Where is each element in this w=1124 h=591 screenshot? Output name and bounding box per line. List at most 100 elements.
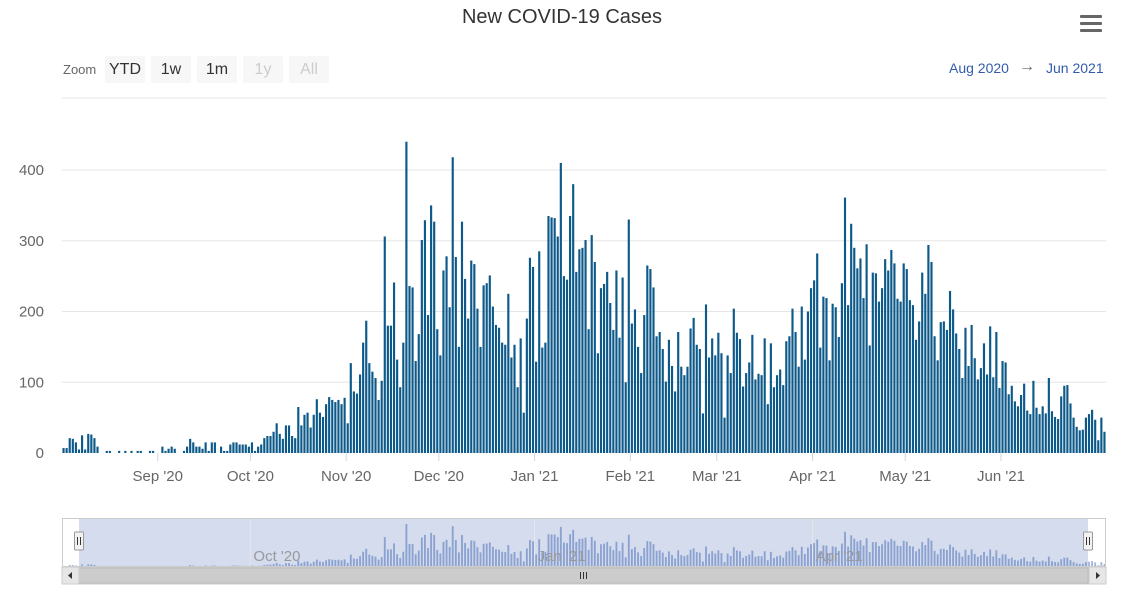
bar-day-278 xyxy=(921,272,924,453)
bar-day-120 xyxy=(433,221,436,453)
bar-day-316 xyxy=(1038,414,1041,453)
navigator-bar-294 xyxy=(970,549,973,567)
navigator-right-handle[interactable] xyxy=(1083,531,1093,551)
bar-day-118 xyxy=(426,315,430,453)
bar-day-85 xyxy=(325,404,328,453)
navigator-bar-108 xyxy=(396,554,399,567)
hamburger-menu-icon[interactable] xyxy=(1080,15,1102,33)
bar-day-7 xyxy=(84,449,87,453)
navigator-bar-214 xyxy=(723,562,726,567)
bar-day-121 xyxy=(436,329,439,453)
bar-day-108 xyxy=(396,359,399,453)
navigator-bar-324 xyxy=(1063,557,1066,567)
bar-day-309 xyxy=(1016,406,1020,454)
bar-day-242 xyxy=(809,288,813,453)
zoom-1m-button[interactable]: 1m xyxy=(197,56,237,83)
zoom-ytd-button[interactable]: YTD xyxy=(105,56,145,83)
navigator-bar-334 xyxy=(1094,562,1097,567)
navigator-bar-281 xyxy=(930,540,933,567)
bar-day-221 xyxy=(745,373,748,453)
navigator-bar-76 xyxy=(297,560,300,567)
x-tick-label-1: Oct '20 xyxy=(227,468,274,485)
range-arrow: → xyxy=(1019,58,1035,75)
bar-day-34 xyxy=(167,448,170,453)
bar-day-271 xyxy=(899,301,902,454)
bar-day-130 xyxy=(464,278,467,453)
navigator-bar-196 xyxy=(668,551,670,567)
bar-day-117 xyxy=(423,220,427,453)
bar-day-251 xyxy=(837,336,840,453)
navigator-bar-213 xyxy=(720,553,723,567)
bar-day-140 xyxy=(494,324,498,453)
bar-day-270 xyxy=(896,298,899,453)
bar-day-226 xyxy=(760,375,763,454)
navigator-bar-6 xyxy=(81,564,83,567)
bar-day-209 xyxy=(708,357,711,453)
bar-day-297 xyxy=(979,368,982,453)
bar-day-246 xyxy=(822,296,825,453)
range-to-date[interactable]: Jun 2021 xyxy=(1046,60,1104,76)
navigator-bar-210 xyxy=(711,551,714,567)
bar-day-152 xyxy=(531,266,535,453)
navigator-bar-304 xyxy=(1001,554,1004,567)
navigator-bar-313 xyxy=(1029,561,1032,568)
navigator-bar-315 xyxy=(1035,560,1038,567)
bar-day-328 xyxy=(1075,426,1078,453)
bar-day-311 xyxy=(1023,383,1026,453)
bar-day-235 xyxy=(788,336,791,453)
navigator-bar-320 xyxy=(1051,561,1053,567)
bar-day-62 xyxy=(253,450,257,453)
bar-day-41 xyxy=(189,438,192,453)
navigator-bar-217 xyxy=(732,547,735,567)
x-tick-label-8: May '21 xyxy=(879,468,931,485)
navigator-bar-244 xyxy=(816,539,819,567)
bar-day-82 xyxy=(315,399,318,453)
bar-day-52 xyxy=(223,450,226,453)
bar-day-315 xyxy=(1035,407,1038,453)
bar-day-43 xyxy=(195,446,198,453)
bar-day-172 xyxy=(593,261,596,454)
navigator-bar-105 xyxy=(386,549,389,567)
x-tick-label-7: Apr '21 xyxy=(789,468,836,485)
bar-day-22 xyxy=(130,450,133,453)
zoom-1w-button[interactable]: 1w xyxy=(151,56,191,83)
navigator-bar-95 xyxy=(356,558,358,567)
bar-day-66 xyxy=(266,436,269,453)
bar-day-105 xyxy=(386,325,389,453)
navigator-bar-68 xyxy=(272,564,275,567)
bar-day-280 xyxy=(927,245,930,453)
range-from-date[interactable]: Aug 2020 xyxy=(949,60,1009,76)
bar-day-147 xyxy=(516,387,519,453)
navigator-bar-115 xyxy=(417,550,420,567)
navigator-bar-82 xyxy=(315,559,318,567)
bar-day-114 xyxy=(414,361,417,453)
bar-day-139 xyxy=(491,306,494,453)
navigator-bar-81 xyxy=(312,561,315,567)
bar-day-151 xyxy=(528,257,532,453)
bar-day-116 xyxy=(420,240,423,453)
bar-day-258 xyxy=(859,258,862,453)
bar-day-337 xyxy=(1103,431,1106,453)
x-tick-label-0: Sep '20 xyxy=(133,468,183,485)
bar-day-164 xyxy=(569,215,572,453)
navigator-bar-8 xyxy=(87,564,90,567)
bar-day-293 xyxy=(967,365,970,453)
navigator-bar-144 xyxy=(507,545,510,567)
navigator-bar-89 xyxy=(337,559,340,567)
bar-day-330 xyxy=(1081,429,1084,453)
navigator-bar-287 xyxy=(949,544,951,567)
navigator-bar-259 xyxy=(862,545,865,567)
bar-day-79 xyxy=(306,412,309,453)
bar-day-182 xyxy=(624,382,627,453)
navigator-bar-94 xyxy=(352,558,355,567)
navigator-bar-237 xyxy=(794,550,797,567)
bar-day-48 xyxy=(210,442,213,453)
navigator-left-handle[interactable] xyxy=(74,531,84,551)
zoom-1y-button: 1y xyxy=(243,56,283,83)
navigator-bar-278 xyxy=(921,542,924,567)
navigator-bar-212 xyxy=(717,550,720,567)
navigator-bar-98 xyxy=(365,548,368,568)
bar-day-115 xyxy=(417,334,420,453)
bar-day-103 xyxy=(380,380,383,453)
bar-day-288 xyxy=(952,309,955,453)
